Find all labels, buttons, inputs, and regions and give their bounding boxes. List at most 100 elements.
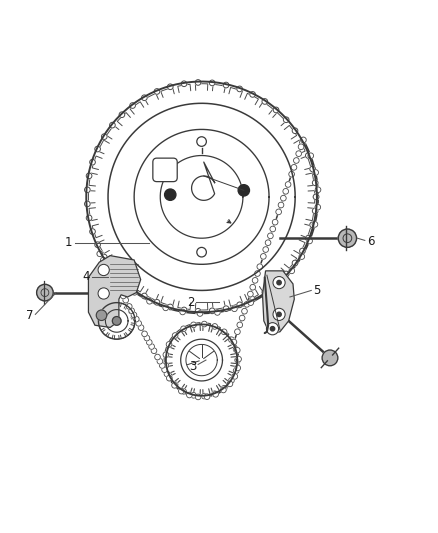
Circle shape xyxy=(250,285,255,290)
Circle shape xyxy=(181,307,187,313)
FancyBboxPatch shape xyxy=(153,158,177,182)
Circle shape xyxy=(209,308,215,313)
Circle shape xyxy=(300,140,305,146)
Circle shape xyxy=(292,128,298,134)
Circle shape xyxy=(237,302,243,308)
Circle shape xyxy=(221,387,226,393)
Circle shape xyxy=(262,289,268,295)
Circle shape xyxy=(322,350,338,366)
Circle shape xyxy=(110,274,116,280)
Circle shape xyxy=(144,335,150,341)
Circle shape xyxy=(105,266,111,271)
Circle shape xyxy=(232,374,238,379)
Circle shape xyxy=(166,375,172,381)
Circle shape xyxy=(119,112,125,117)
Circle shape xyxy=(201,321,207,327)
Circle shape xyxy=(97,251,102,256)
Circle shape xyxy=(239,315,245,321)
Circle shape xyxy=(209,80,215,86)
Circle shape xyxy=(131,312,137,318)
Circle shape xyxy=(151,348,157,353)
Circle shape xyxy=(298,144,304,150)
Circle shape xyxy=(132,289,138,295)
Circle shape xyxy=(242,309,247,314)
Circle shape xyxy=(273,277,285,289)
Circle shape xyxy=(308,153,314,159)
Circle shape xyxy=(201,393,207,399)
Circle shape xyxy=(265,240,271,246)
Circle shape xyxy=(221,385,227,391)
Circle shape xyxy=(95,146,100,152)
Circle shape xyxy=(181,81,187,86)
Circle shape xyxy=(299,254,304,260)
Circle shape xyxy=(103,262,109,267)
Circle shape xyxy=(250,92,255,97)
Circle shape xyxy=(102,254,107,260)
Text: 6: 6 xyxy=(367,235,374,248)
Circle shape xyxy=(100,257,106,263)
Circle shape xyxy=(86,215,92,221)
Circle shape xyxy=(247,291,253,297)
Circle shape xyxy=(257,264,263,270)
Circle shape xyxy=(268,233,273,239)
Circle shape xyxy=(130,285,135,291)
Circle shape xyxy=(227,381,233,387)
Circle shape xyxy=(167,304,173,310)
Circle shape xyxy=(212,324,218,329)
Circle shape xyxy=(116,285,121,290)
Circle shape xyxy=(223,306,229,311)
Circle shape xyxy=(86,173,92,179)
Circle shape xyxy=(165,189,176,200)
Circle shape xyxy=(123,297,128,303)
Circle shape xyxy=(273,308,285,320)
Circle shape xyxy=(272,219,278,225)
Circle shape xyxy=(283,271,289,277)
Circle shape xyxy=(204,394,210,400)
Circle shape xyxy=(292,260,298,266)
Circle shape xyxy=(113,317,121,325)
Text: 5: 5 xyxy=(313,284,321,297)
Circle shape xyxy=(37,284,53,301)
Circle shape xyxy=(146,340,152,345)
Circle shape xyxy=(147,298,152,304)
Circle shape xyxy=(90,159,95,165)
Circle shape xyxy=(293,158,299,163)
Circle shape xyxy=(238,184,250,196)
Circle shape xyxy=(166,342,172,347)
Circle shape xyxy=(277,312,281,317)
Circle shape xyxy=(195,309,201,314)
Circle shape xyxy=(181,326,186,332)
Circle shape xyxy=(141,293,147,299)
Circle shape xyxy=(179,388,184,394)
Circle shape xyxy=(312,180,318,185)
Circle shape xyxy=(263,292,269,297)
Circle shape xyxy=(166,373,172,378)
Circle shape xyxy=(235,365,240,371)
Circle shape xyxy=(155,354,160,360)
Circle shape xyxy=(187,392,192,398)
Circle shape xyxy=(172,382,178,387)
Circle shape xyxy=(213,391,219,397)
Circle shape xyxy=(154,88,160,94)
Circle shape xyxy=(236,356,241,362)
Circle shape xyxy=(120,293,126,299)
Circle shape xyxy=(278,202,284,208)
Circle shape xyxy=(261,254,266,259)
Circle shape xyxy=(305,236,311,241)
Circle shape xyxy=(166,375,172,381)
Circle shape xyxy=(289,172,294,177)
Circle shape xyxy=(300,248,305,254)
Circle shape xyxy=(252,278,258,283)
Circle shape xyxy=(159,362,165,368)
Circle shape xyxy=(191,322,196,328)
Circle shape xyxy=(141,95,147,101)
Circle shape xyxy=(266,322,279,335)
Circle shape xyxy=(85,187,90,192)
Circle shape xyxy=(229,337,234,343)
Circle shape xyxy=(273,107,279,113)
Circle shape xyxy=(85,201,90,207)
Circle shape xyxy=(98,288,110,299)
Circle shape xyxy=(102,134,107,140)
Circle shape xyxy=(237,322,243,328)
Circle shape xyxy=(291,165,297,170)
